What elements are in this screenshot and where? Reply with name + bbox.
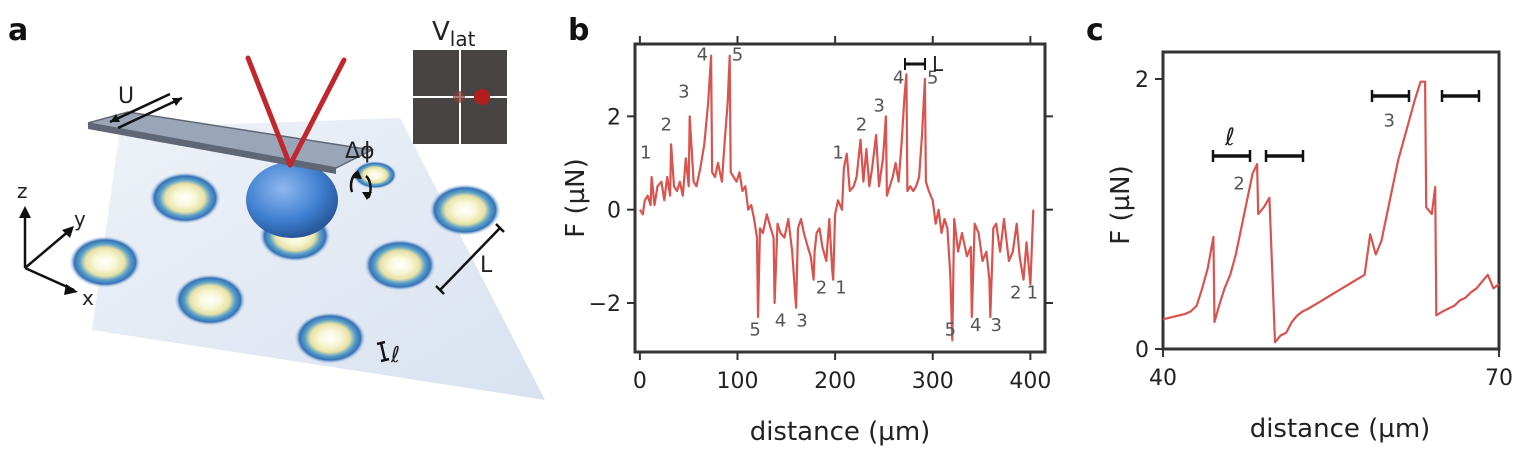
y-tick-label: 2: [1135, 68, 1149, 93]
peak-label: 2: [816, 278, 827, 299]
arrow-head-icon: [110, 114, 120, 122]
chart-c-ylabel: F (µN): [1106, 165, 1136, 245]
x-tick-label: 40: [1149, 366, 1177, 391]
peak-label: 5: [945, 320, 956, 341]
chart-b-series-line: [638, 54, 1035, 342]
peak-label: 5: [749, 320, 760, 341]
chart-b-l-label: L: [932, 52, 944, 76]
peak-label: 3: [990, 315, 1001, 336]
peak-label: 4: [970, 315, 981, 336]
cell: [294, 312, 366, 364]
x-tick-label: 70: [1485, 366, 1513, 391]
arrow-head-icon: [62, 226, 74, 238]
cell: [69, 236, 141, 288]
x-tick-label: 100: [717, 369, 759, 394]
peak-label: 3: [796, 310, 807, 331]
label-dphi: Δϕ: [345, 139, 375, 164]
cantilever-edge: [88, 123, 336, 174]
peak-label: 4: [697, 44, 708, 65]
arrow-head-icon: [19, 206, 31, 218]
ell-scale-cap: [380, 357, 390, 363]
chart-c-xlabel: distance (µm): [1250, 414, 1431, 444]
vlat-title: Vlat: [432, 17, 476, 51]
l-scale-bar: [439, 227, 501, 291]
y-tick-label: −2: [589, 292, 621, 317]
chart-c-ell-bars: ℓ: [1211, 90, 1481, 162]
u-arrow-upper: [117, 96, 183, 130]
chart-b-ylabel: F (µN): [561, 158, 591, 238]
x-tick-label: 200: [814, 369, 856, 394]
y-tick-label: 2: [607, 105, 621, 130]
colloidal-sphere: [246, 162, 338, 238]
chart-b-xlabel: distance (µm): [750, 417, 931, 447]
cell: [149, 172, 221, 224]
label-u: U: [118, 84, 134, 109]
laser-beam-in: [245, 55, 293, 168]
ell-scale-bar: [379, 342, 387, 361]
cell-pattern: [69, 161, 501, 364]
x-tick-label: 400: [1009, 369, 1051, 394]
peak-label: 1: [832, 142, 843, 163]
l-scale-cap: [435, 285, 445, 295]
peak-label: 2: [661, 114, 672, 135]
peak-label: 4: [893, 68, 904, 89]
ell-scale-cap: [376, 340, 386, 346]
panel-letter-b: b: [568, 13, 589, 48]
vlat-spot-ghost: [453, 91, 465, 103]
chart-c-frame: [1161, 50, 1501, 351]
x-tick-label: 0: [633, 369, 647, 394]
vlat-spot: [474, 89, 490, 105]
peak-label: 4: [775, 310, 786, 331]
peak-label: 3: [1384, 110, 1395, 131]
peak-label: 5: [927, 68, 938, 89]
peak-label: 2: [856, 114, 867, 135]
chart-c-ell-label: ℓ: [1224, 123, 1235, 151]
peak-label: 3: [873, 96, 884, 117]
peak-label: 5: [732, 44, 743, 65]
laser-beam-out: [287, 57, 347, 168]
y-tick-label: 0: [607, 199, 621, 224]
chart-c-peak-labels: 23: [1233, 110, 1395, 194]
chart-c-ticks: 40 70 0 2: [1135, 68, 1513, 391]
label-l: L: [480, 253, 493, 278]
chart-b-frame: [633, 42, 1047, 354]
label-z: z: [17, 179, 28, 203]
x-tick-label: 300: [912, 369, 954, 394]
peak-label: 2: [1010, 282, 1021, 303]
u-arrow-lower: [109, 92, 171, 124]
arrow-head-icon: [352, 170, 362, 179]
peak-label: 1: [835, 278, 846, 299]
arrow-head-icon: [172, 98, 182, 106]
cell: [174, 274, 246, 326]
peak-label: 1: [640, 142, 651, 163]
chart-c-series-line: [1162, 80, 1500, 344]
peak-label: 3: [678, 82, 689, 103]
y-tick-label: 0: [1135, 338, 1149, 363]
label-y: y: [74, 207, 86, 231]
schematic-illustration: U Δϕ L ℓ z y x Vlat: [17, 17, 545, 400]
peak-label: 1: [1027, 282, 1038, 303]
panel-letter-a: a: [8, 13, 28, 48]
panel-letter-c: c: [1086, 13, 1104, 48]
arrow-head-icon: [362, 192, 372, 200]
label-x: x: [82, 286, 94, 310]
cell: [364, 239, 436, 291]
l-scale-cap: [495, 223, 505, 233]
arrow-head-icon: [64, 284, 78, 295]
label-ell: ℓ: [390, 343, 400, 368]
peak-label: 2: [1233, 174, 1244, 195]
y-axis: [24, 229, 71, 269]
chart-b-ticks: 0 100 200 300 400 −2 0 2: [589, 36, 1053, 394]
cell: [429, 184, 501, 236]
cell: [353, 161, 397, 189]
